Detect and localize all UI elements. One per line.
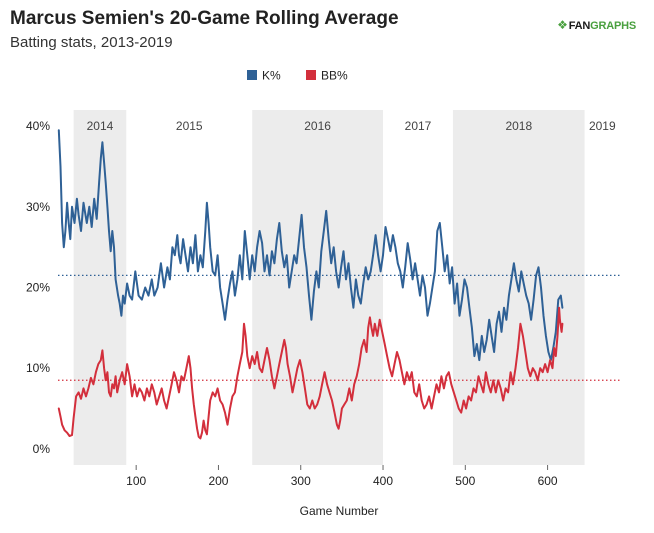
- x-tick-label: 400: [373, 474, 393, 488]
- x-tick-label: 500: [455, 474, 475, 488]
- series-line-k-: [57, 129, 564, 362]
- chart-subtitle: Batting stats, 2013-2019: [10, 34, 173, 51]
- y-tick-label: 40%: [26, 119, 50, 133]
- x-tick-label: 100: [126, 474, 146, 488]
- season-bands: 2014 2015 2016 2017 2018 2019: [73, 110, 616, 465]
- season-label-2017: 2017: [405, 119, 432, 133]
- legend: K% BB%: [247, 69, 348, 83]
- fangraphs-logo-icon: ❖: [557, 18, 568, 32]
- season-label-2015: 2015: [176, 119, 203, 133]
- y-tick-label: 20%: [26, 281, 50, 295]
- chart-axes: 0% 10% 20% 30% 40% 100 200 300 400 500 600 Game Num…: [26, 119, 558, 518]
- reference-lines: [58, 274, 620, 381]
- series-lines: [57, 129, 564, 440]
- y-tick-label: 30%: [26, 200, 50, 214]
- x-axis-label: Game Number: [300, 504, 379, 518]
- x-tick-label: 300: [291, 474, 311, 488]
- brand-suffix: GRAPHS: [590, 20, 636, 32]
- legend-swatch-bb-: [306, 70, 316, 80]
- y-tick-label: 0%: [33, 442, 51, 456]
- legend-swatch-k-: [247, 70, 257, 80]
- chart-title: Marcus Semien's 20-Game Rolling Average: [10, 8, 399, 29]
- season-label-2018: 2018: [505, 119, 532, 133]
- season-band-2016: [252, 110, 384, 465]
- series-line-bb-: [57, 306, 564, 440]
- legend-label-k-: K%: [262, 69, 281, 83]
- x-tick-label: 600: [538, 474, 558, 488]
- season-label-2016: 2016: [304, 119, 331, 133]
- season-label-2019: 2019: [589, 119, 616, 133]
- x-tick-label: 200: [208, 474, 228, 488]
- y-tick-label: 10%: [26, 361, 50, 375]
- season-label-2014: 2014: [87, 119, 114, 133]
- brand-prefix: FAN: [568, 20, 591, 32]
- fangraphs-logo: ❖FANGRAPHS: [557, 18, 636, 32]
- legend-label-bb-: BB%: [321, 69, 348, 83]
